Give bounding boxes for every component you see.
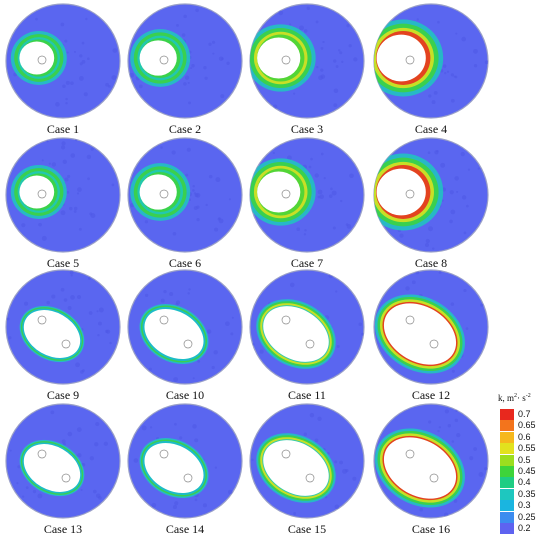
contour-panel: Case 12 <box>372 268 490 402</box>
cavity-region <box>19 41 55 75</box>
contour-plot <box>5 269 121 385</box>
legend-swatch <box>500 420 514 432</box>
legend-tick-label: 0.5 <box>518 454 531 465</box>
legend-tick-label: 0.2 <box>518 523 531 533</box>
contour-panel: Case 9 <box>4 268 122 402</box>
case-caption: Case 12 <box>411 388 451 402</box>
case-caption: Case 8 <box>414 256 448 270</box>
legend-swatch <box>500 511 514 523</box>
contour-panel: Case 14 <box>126 402 244 536</box>
contour-plot <box>127 269 243 385</box>
contour-plot <box>5 403 121 519</box>
contour-panel: Case 5 <box>4 136 122 270</box>
legend-swatch <box>500 488 514 500</box>
case-caption: Case 3 <box>290 122 324 136</box>
cavity-region <box>376 168 426 216</box>
contour-panel: Case 2 <box>126 2 244 136</box>
case-caption: Case 1 <box>46 122 80 136</box>
legend-tick-label: 0.7 <box>518 409 531 419</box>
legend-swatch <box>500 500 514 512</box>
contour-plot <box>373 403 489 519</box>
contour-panel: Case 7 <box>248 136 366 270</box>
legend-tick-label: 0.6 <box>518 431 531 442</box>
case-caption: Case 16 <box>411 522 451 536</box>
contour-plot <box>5 137 121 253</box>
legend-title: k, m2· s-2 <box>498 393 531 403</box>
contour-plot <box>373 137 489 253</box>
contour-panel: Case 15 <box>248 402 366 536</box>
contour-plot <box>249 137 365 253</box>
cavity-region <box>144 442 204 494</box>
contour-plot <box>373 3 489 119</box>
case-caption: Case 15 <box>287 522 327 536</box>
case-caption: Case 10 <box>165 388 205 402</box>
legend-tick-label: 0.45 <box>518 466 536 476</box>
contour-plot <box>249 3 365 119</box>
legend-tick-label: 0.3 <box>518 500 531 511</box>
legend-tick-label: 0.65 <box>518 420 536 431</box>
contour-panel: Case 1 <box>4 2 122 136</box>
case-caption: Case 4 <box>414 122 448 136</box>
contour-plot <box>127 3 243 119</box>
case-caption: Case 5 <box>46 256 80 270</box>
cavity-region <box>144 308 204 360</box>
contour-panel: Case 4 <box>372 2 490 136</box>
cavity-region <box>139 174 177 210</box>
contour-plot <box>127 137 243 253</box>
legend-tick-label: 0.25 <box>518 511 536 522</box>
case-caption: Case 13 <box>43 522 83 536</box>
cavity-region <box>383 303 457 365</box>
cavity-region <box>139 40 177 76</box>
contour-panel: Case 6 <box>126 136 244 270</box>
contour-plot <box>249 269 365 385</box>
contour-panel: Case 8 <box>372 136 490 270</box>
case-caption: Case 6 <box>168 256 202 270</box>
cavity-region <box>383 437 457 499</box>
contour-panel: Case 16 <box>372 402 490 536</box>
contour-panel: Case 11 <box>248 268 366 402</box>
colorbar-legend: k, m2· s-2 0.7 0.65 0.6 0.55 0.5 0.45 0.4 0.35 0… <box>496 393 550 539</box>
legend-tick-label: 0.55 <box>518 443 536 454</box>
legend-swatch <box>500 523 514 534</box>
cavity-region <box>257 171 301 213</box>
case-caption: Case 14 <box>165 522 205 536</box>
contour-plot <box>127 403 243 519</box>
legend-tick-label: 0.35 <box>518 488 536 499</box>
case-caption: Case 9 <box>46 388 80 402</box>
contour-plot <box>373 269 489 385</box>
contour-panel: Case 13 <box>4 402 122 536</box>
case-caption: Case 11 <box>288 388 326 402</box>
contour-panel: Case 3 <box>248 2 366 136</box>
case-caption: Case 2 <box>168 122 202 136</box>
cavity-region <box>263 440 329 496</box>
case-caption: Case 7 <box>290 256 324 270</box>
legend-swatch <box>500 431 514 443</box>
cavity-region <box>19 175 55 209</box>
contour-plot <box>249 403 365 519</box>
legend-swatch <box>500 477 514 489</box>
contour-plot <box>5 3 121 119</box>
cavity-region <box>263 306 329 362</box>
legend-swatch <box>500 443 514 455</box>
cavity-region <box>23 310 81 358</box>
legend-swatch <box>500 454 514 466</box>
legend-tick-label: 0.4 <box>518 477 531 488</box>
legend-swatch <box>500 466 514 477</box>
cavity-region <box>376 34 426 82</box>
contour-panel: Case 10 <box>126 268 244 402</box>
cavity-region <box>23 444 81 492</box>
cavity-region <box>257 37 301 79</box>
legend-swatch <box>500 409 514 420</box>
